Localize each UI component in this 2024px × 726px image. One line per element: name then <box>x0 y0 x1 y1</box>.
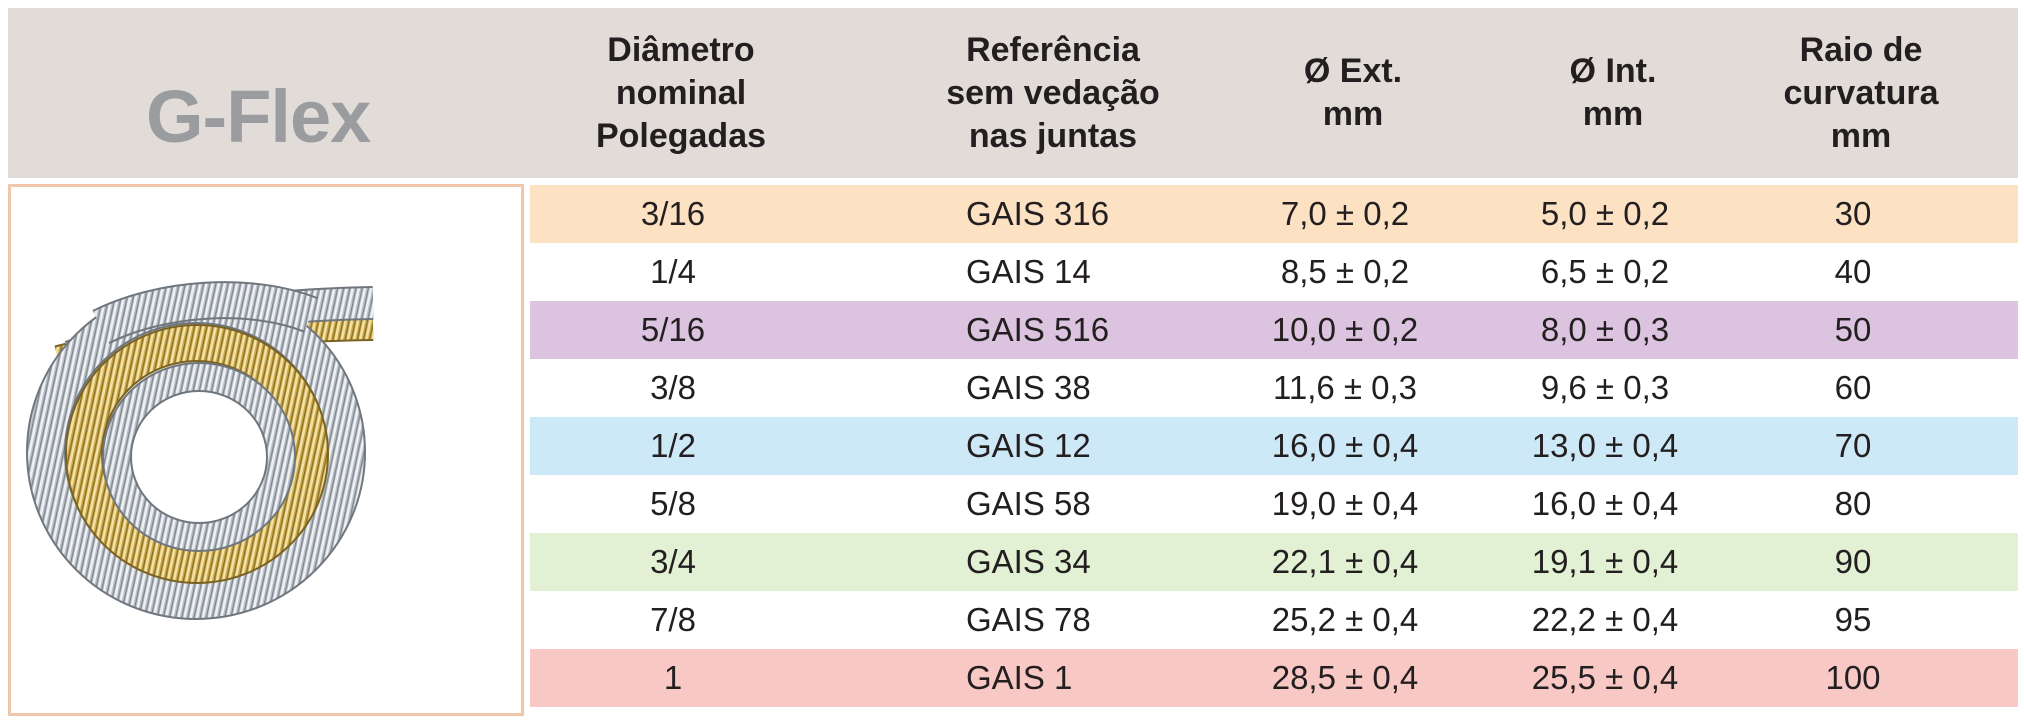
cell-reference: GAIS 316 <box>966 195 1110 232</box>
table-row: 3/4 GAIS 34 22,1 ± 0,4 19,1 ± 0,4 90 <box>530 533 2018 591</box>
cell-bend-radius: 90 <box>1834 543 1872 580</box>
cell-nominal-diameter: 1 <box>663 659 683 696</box>
cell-reference: GAIS 38 <box>966 369 1091 406</box>
cell-bend-radius: 80 <box>1834 485 1872 522</box>
cell-int-diameter: 6,5 ± 0,2 <box>1540 253 1670 290</box>
cell-reference: GAIS 78 <box>966 601 1091 638</box>
cell-ext-diameter: 19,0 ± 0,4 <box>1271 485 1419 522</box>
cell-bend-radius: 50 <box>1834 311 1872 348</box>
cell-int-diameter: 5,0 ± 0,2 <box>1540 195 1670 232</box>
table-row: 1/2 GAIS 12 16,0 ± 0,4 13,0 ± 0,4 70 <box>530 417 2018 475</box>
cell-int-diameter: 25,5 ± 0,4 <box>1531 659 1679 696</box>
table-row: 1 GAIS 1 28,5 ± 0,4 25,5 ± 0,4 100 <box>530 649 2018 707</box>
hose-coil-image <box>26 281 374 620</box>
cell-ext-diameter: 16,0 ± 0,4 <box>1271 427 1419 464</box>
header-ext-diameter: Ø Ext. mm <box>1303 52 1403 133</box>
cell-ext-diameter: 25,2 ± 0,4 <box>1271 601 1419 638</box>
header-diameter: Diâmetro nominal Polegadas <box>595 30 767 155</box>
cell-reference: GAIS 1 <box>966 659 1073 696</box>
cell-reference: GAIS 14 <box>966 253 1091 290</box>
cell-bend-radius: 60 <box>1834 369 1872 406</box>
cell-ext-diameter: 11,6 ± 0,3 <box>1272 369 1418 406</box>
cell-int-diameter: 13,0 ± 0,4 <box>1531 427 1679 464</box>
cell-reference: GAIS 12 <box>966 427 1091 464</box>
header-bend-radius: Raio de curvatura mm <box>1783 30 1939 155</box>
table-row: 7/8 GAIS 78 25,2 ± 0,4 22,2 ± 0,4 95 <box>530 591 2018 649</box>
product-image-frame <box>8 184 524 716</box>
cell-bend-radius: 100 <box>1825 659 1881 696</box>
cell-nominal-diameter: 5/8 <box>650 485 696 522</box>
cell-bend-radius: 70 <box>1834 427 1872 464</box>
cell-ext-diameter: 22,1 ± 0,4 <box>1271 543 1419 580</box>
header-int-diameter: Ø Int. mm <box>1569 52 1657 133</box>
cell-int-diameter: 9,6 ± 0,3 <box>1540 369 1670 406</box>
cell-ext-diameter: 28,5 ± 0,4 <box>1271 659 1419 696</box>
cell-int-diameter: 8,0 ± 0,3 <box>1540 311 1670 348</box>
cell-reference: GAIS 58 <box>966 485 1091 522</box>
cell-nominal-diameter: 3/8 <box>650 369 696 406</box>
cell-ext-diameter: 10,0 ± 0,2 <box>1271 311 1419 348</box>
cell-reference: GAIS 516 <box>966 311 1110 348</box>
cell-int-diameter: 22,2 ± 0,4 <box>1531 601 1679 638</box>
cell-ext-diameter: 7,0 ± 0,2 <box>1280 195 1410 232</box>
table-header: G-Flex Diâmetro nominal Polegadas Referê… <box>8 8 2018 178</box>
table-row: 1/4 GAIS 14 8,5 ± 0,2 6,5 ± 0,2 40 <box>530 243 2018 301</box>
cell-bend-radius: 40 <box>1834 253 1872 290</box>
cell-int-diameter: 19,1 ± 0,4 <box>1531 543 1679 580</box>
spec-table-body: 3/16 GAIS 316 7,0 ± 0,2 5,0 ± 0,2 30 1/4 GAIS … <box>530 185 2018 707</box>
cell-nominal-diameter: 7/8 <box>650 601 696 638</box>
cell-bend-radius: 30 <box>1834 195 1872 232</box>
cell-nominal-diameter: 1/4 <box>650 253 696 290</box>
cell-int-diameter: 16,0 ± 0,4 <box>1531 485 1679 522</box>
table-row: 5/8 GAIS 58 19,0 ± 0,4 16,0 ± 0,4 80 <box>530 475 2018 533</box>
cell-nominal-diameter: 3/4 <box>650 543 696 580</box>
cell-nominal-diameter: 1/2 <box>650 427 696 464</box>
cell-reference: GAIS 34 <box>966 543 1091 580</box>
table-row: 3/16 GAIS 316 7,0 ± 0,2 5,0 ± 0,2 30 <box>530 185 2018 243</box>
cell-ext-diameter: 8,5 ± 0,2 <box>1280 253 1410 290</box>
cell-nominal-diameter: 3/16 <box>640 195 706 232</box>
header-reference: Referência sem vedação nas juntas <box>946 30 1160 155</box>
cell-nominal-diameter: 5/16 <box>640 311 706 348</box>
table-row: 3/8 GAIS 38 11,6 ± 0,3 9,6 ± 0,3 60 <box>530 359 2018 417</box>
brand-title: G-Flex <box>146 75 371 158</box>
cell-bend-radius: 95 <box>1834 601 1872 638</box>
table-row: 5/16 GAIS 516 10,0 ± 0,2 8,0 ± 0,3 50 <box>530 301 2018 359</box>
